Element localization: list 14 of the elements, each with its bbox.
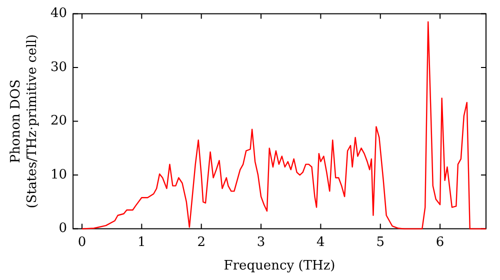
y-tick-label: 20 bbox=[50, 114, 68, 129]
x-tick-label: 3 bbox=[256, 234, 266, 250]
y-tick-label: 10 bbox=[50, 167, 68, 182]
x-tick-label: 4 bbox=[316, 234, 325, 250]
x-axis-title: Frequency (THz) bbox=[224, 258, 336, 274]
y-axis-title: Phonon DOS (States/THz·primitive cell) bbox=[8, 34, 40, 208]
x-tick-label: 1 bbox=[138, 234, 146, 250]
x-tick-label: 2 bbox=[197, 234, 206, 250]
y-tick-label: 30 bbox=[50, 60, 68, 75]
y-tick-label: 0 bbox=[58, 221, 68, 236]
x-tick-label: 5 bbox=[376, 234, 385, 250]
x-tick-label: 6 bbox=[436, 234, 444, 250]
y-tick-label: 40 bbox=[50, 6, 68, 22]
x-tick-label: 0 bbox=[78, 234, 86, 250]
